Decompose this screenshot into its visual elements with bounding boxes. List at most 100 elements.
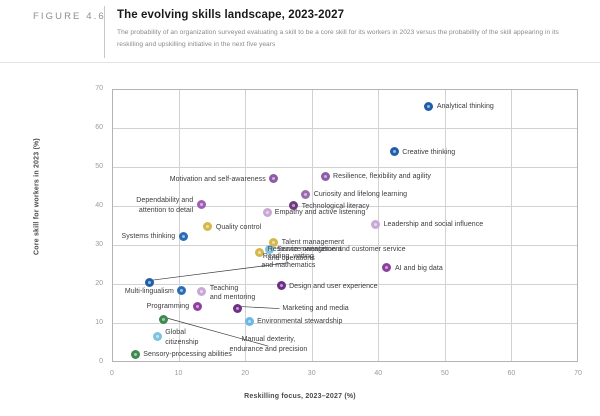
scatter-point-core — [148, 280, 152, 284]
figure-number: FIGURE 4.6 — [33, 11, 106, 22]
y-tick-label: 60 — [95, 124, 103, 131]
gridline-horizontal — [113, 245, 577, 246]
point-label: Resilience, flexibility and agility — [333, 173, 431, 181]
scatter-point[interactable] — [269, 237, 279, 247]
scatter-point-core — [199, 202, 203, 206]
scatter-point-core — [155, 334, 159, 338]
gridline-vertical — [511, 90, 513, 361]
scatter-point[interactable] — [233, 304, 243, 314]
scatter-point[interactable] — [145, 277, 155, 287]
gridline-horizontal — [113, 128, 577, 129]
plot-region — [112, 89, 578, 362]
scatter-point[interactable] — [389, 147, 399, 157]
scatter-point-core — [392, 150, 396, 154]
scatter-point[interactable] — [203, 222, 213, 232]
point-label: Global citizenship — [165, 329, 199, 346]
scatter-point[interactable] — [382, 263, 392, 273]
header-bottom-rule — [0, 62, 600, 63]
point-label: Resource management and operations — [267, 245, 342, 263]
scatter-point[interactable] — [152, 331, 162, 341]
point-label: Programming — [146, 303, 190, 311]
x-tick-label: 10 — [174, 370, 183, 377]
scatter-point-core — [258, 251, 262, 255]
x-tick-label: 70 — [574, 370, 582, 377]
point-label: Design and user experience — [289, 282, 378, 290]
figure-header: FIGURE 4.6 The evolving skills landscape… — [0, 0, 600, 63]
figure-subtitle: The probability of an organization surve… — [117, 29, 559, 49]
point-label: Teaching and mentoring — [209, 284, 256, 302]
y-tick-label: 70 — [95, 85, 103, 92]
y-tick-label: 20 — [95, 280, 103, 287]
point-label: Motivation and self-awareness — [169, 175, 266, 183]
scatter-point[interactable] — [276, 281, 286, 291]
scatter-point-core — [236, 307, 240, 311]
point-label: Systems thinking — [121, 233, 176, 241]
x-tick-label: 30 — [307, 370, 316, 377]
x-tick-label: 20 — [241, 370, 250, 377]
scatter-point-core — [292, 204, 296, 208]
scatter-point-core — [181, 234, 185, 238]
scatter-point[interactable] — [320, 171, 330, 181]
point-label: Leadership and social influence — [383, 221, 484, 229]
scatter-point[interactable] — [371, 219, 381, 229]
scatter-point[interactable] — [158, 315, 168, 325]
scatter-point-core — [206, 225, 210, 229]
point-label: Reading, writing and mathematics — [261, 252, 316, 270]
x-axis-title: Reskilling focus, 2023–2027 (%) — [244, 393, 356, 400]
gridline-vertical — [444, 90, 446, 361]
scatter-point[interactable] — [177, 286, 187, 296]
scatter-point-core — [200, 290, 204, 294]
scatter-point-core — [385, 266, 389, 270]
scatter-point-core — [267, 247, 271, 251]
scatter-point[interactable] — [301, 189, 311, 199]
scatter-point-core — [247, 319, 251, 323]
scatter-point[interactable] — [263, 207, 273, 217]
scatter-point[interactable] — [178, 231, 188, 241]
gridline-vertical — [245, 90, 247, 361]
scatter-point-core — [266, 210, 270, 214]
point-label: Service orientation and customer service — [277, 246, 406, 254]
gridline-horizontal — [113, 284, 577, 285]
gridline-horizontal — [113, 323, 577, 324]
y-tick-label: 30 — [95, 241, 103, 248]
point-label: Curiosity and lifelong learning — [313, 191, 408, 199]
scatter-point-core — [323, 174, 327, 178]
point-label: Creative thinking — [402, 148, 456, 156]
y-tick-label: 50 — [95, 163, 103, 170]
y-tick-label: 10 — [95, 319, 103, 326]
chart-area: 0 10 20 30 40 50 60 70 0 10 20 30 40 50 60 70 Analytica… — [0, 63, 600, 416]
point-label: Analytical thinking — [436, 103, 494, 111]
x-tick-label: 0 — [110, 370, 114, 377]
scatter-point-core — [374, 222, 378, 226]
scatter-point[interactable] — [255, 248, 265, 258]
header-divider — [104, 6, 105, 58]
scatter-point[interactable] — [196, 199, 206, 209]
scatter-point[interactable] — [269, 174, 279, 184]
y-tick-label: 40 — [95, 202, 103, 209]
point-label: Environmental stewardship — [257, 318, 343, 326]
scatter-point[interactable] — [130, 349, 140, 359]
gridline-vertical — [178, 90, 180, 361]
point-label: Manual dexterity, endurance and precisio… — [229, 336, 308, 353]
scatter-point[interactable] — [289, 201, 299, 211]
scatter-point-core — [427, 104, 431, 108]
scatter-point-core — [133, 352, 137, 356]
scatter-point[interactable] — [192, 301, 202, 311]
scatter-point-core — [304, 192, 308, 196]
scatter-point[interactable] — [424, 101, 434, 111]
label-leader-lines — [152, 262, 289, 347]
scatter-point-core — [272, 177, 276, 181]
x-tick-label: 60 — [507, 370, 516, 377]
y-tick-label: 0 — [99, 358, 103, 365]
figure-title: The evolving skills landscape, 2023-2027 — [117, 9, 345, 21]
y-axis-title: Core skill for workers in 2023 (%) — [33, 138, 41, 255]
point-label: Sensory-processing abilities — [143, 351, 232, 359]
point-label: Talent management — [281, 239, 345, 247]
scatter-point[interactable] — [244, 316, 254, 326]
scatter-point-core — [180, 289, 184, 293]
scatter-point[interactable] — [264, 244, 274, 254]
scatter-point[interactable] — [197, 287, 207, 297]
scatter-point-core — [195, 304, 199, 308]
x-tick-label: 40 — [374, 370, 383, 377]
point-label: Technological literacy — [301, 202, 370, 210]
